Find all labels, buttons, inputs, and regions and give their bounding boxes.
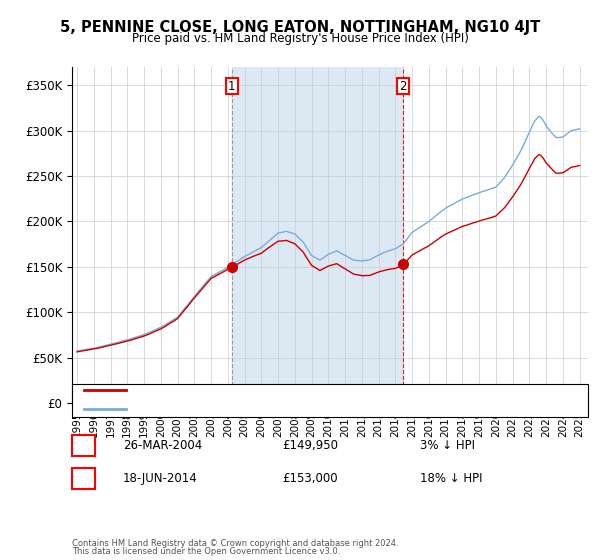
Bar bbox=[232, 67, 403, 403]
Text: This data is licensed under the Open Government Licence v3.0.: This data is licensed under the Open Gov… bbox=[72, 547, 340, 556]
Text: 2: 2 bbox=[80, 472, 87, 486]
Text: 2: 2 bbox=[399, 80, 407, 93]
Text: 18-JUN-2014: 18-JUN-2014 bbox=[123, 472, 198, 486]
Text: Contains HM Land Registry data © Crown copyright and database right 2024.: Contains HM Land Registry data © Crown c… bbox=[72, 539, 398, 548]
Text: 5, PENNINE CLOSE, LONG EATON, NOTTINGHAM, NG10 4JT: 5, PENNINE CLOSE, LONG EATON, NOTTINGHAM… bbox=[60, 20, 540, 35]
Text: 26-MAR-2004: 26-MAR-2004 bbox=[123, 438, 202, 452]
FancyBboxPatch shape bbox=[226, 78, 238, 95]
Text: 18% ↓ HPI: 18% ↓ HPI bbox=[420, 472, 482, 486]
Text: 5, PENNINE CLOSE, LONG EATON, NOTTINGHAM, NG10 4JT (detached house): 5, PENNINE CLOSE, LONG EATON, NOTTINGHAM… bbox=[132, 385, 513, 395]
Text: 1: 1 bbox=[80, 438, 87, 452]
Text: £153,000: £153,000 bbox=[282, 472, 338, 486]
Text: £149,950: £149,950 bbox=[282, 438, 338, 452]
FancyBboxPatch shape bbox=[397, 78, 409, 95]
Text: 1: 1 bbox=[228, 80, 235, 93]
Text: Price paid vs. HM Land Registry's House Price Index (HPI): Price paid vs. HM Land Registry's House … bbox=[131, 32, 469, 45]
Text: HPI: Average price, detached house, Erewash: HPI: Average price, detached house, Erew… bbox=[132, 404, 359, 414]
Text: 3% ↓ HPI: 3% ↓ HPI bbox=[420, 438, 475, 452]
